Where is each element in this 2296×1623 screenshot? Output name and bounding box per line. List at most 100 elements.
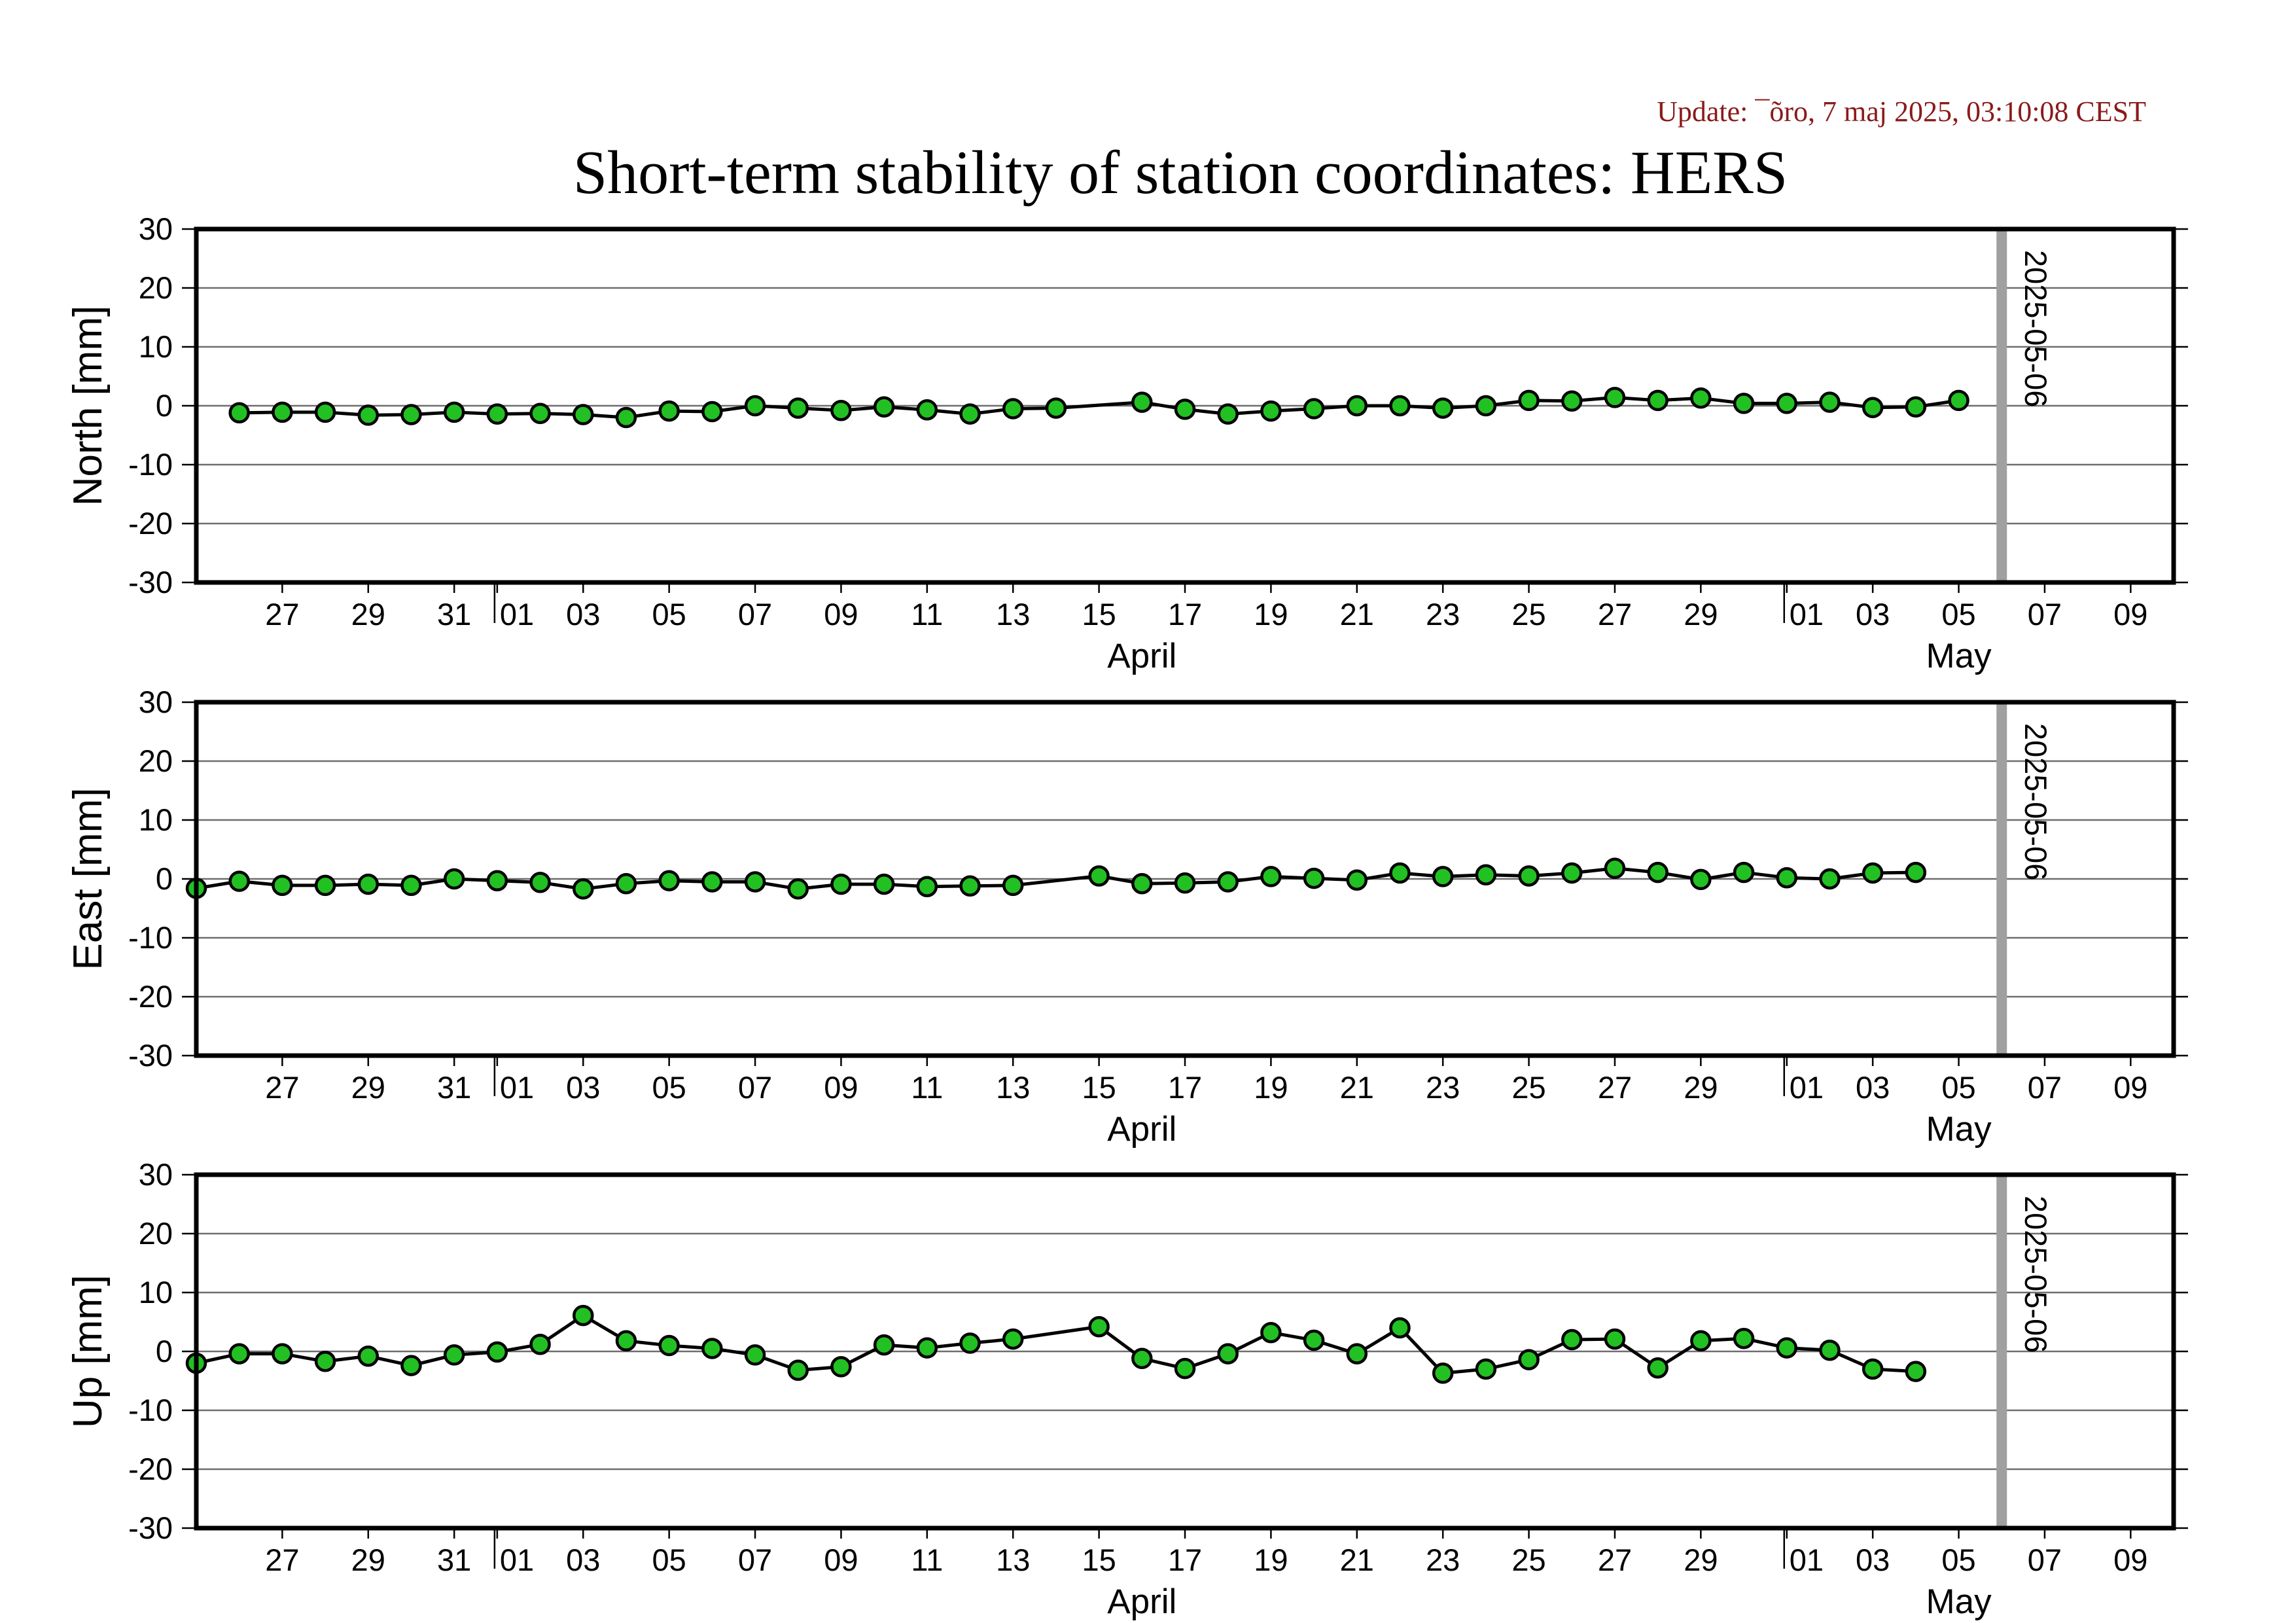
x-tick-label: 29 [1684,597,1718,632]
y-tick-label: -20 [128,506,173,541]
data-point [1217,871,1239,893]
x-tick-label: 05 [652,1543,686,1577]
data-point [615,872,637,895]
data-point [1475,1358,1497,1380]
x-tick-label: 15 [1082,1070,1116,1105]
data-point [1647,861,1669,883]
x-tick-label: 05 [652,1070,686,1105]
data-point [1561,390,1583,412]
y-tick-label: 10 [139,802,173,837]
x-tick-label: 27 [265,1070,299,1105]
y-tick-label: 10 [139,1275,173,1310]
y-tick-label: 30 [139,211,173,246]
data-point [1174,872,1196,894]
x-tick-label: 11 [911,1543,943,1577]
data-point [357,404,380,426]
x-month-label: April [1107,1110,1176,1149]
x-tick-label: 07 [2028,597,2062,632]
data-point [1690,387,1712,409]
y-tick-label: -30 [128,565,173,599]
x-tick-label: 09 [2113,1070,2147,1105]
y-tick-label: 0 [156,1334,173,1368]
data-point [486,403,508,425]
data-point [1647,1357,1669,1379]
y-tick-label: -30 [128,1038,173,1073]
x-tick-label: 09 [824,597,858,632]
x-tick-label: 19 [1254,1543,1288,1577]
data-point [1131,1347,1153,1370]
data-point [529,872,551,893]
data-point [1045,397,1067,419]
data-point [1088,865,1110,887]
data-point [1647,389,1669,412]
series-line [239,395,1959,419]
data-point [1733,1327,1755,1349]
data-point [1432,1363,1454,1384]
data-point [615,1330,637,1352]
data-point [1174,399,1196,420]
x-tick-label: 03 [1856,1070,1890,1105]
data-point [1518,865,1540,887]
data-point [1002,398,1024,419]
data-point [1776,866,1797,889]
panel-3: 30 20 10 0 -10 -20 -30 Up [mm] 27 29 31 01 03 05 07 09 1… [65,1157,2188,1621]
data-point [1905,396,1927,418]
data-point [916,399,938,421]
y-axis-label: North [mm] [65,306,111,507]
x-tick-label: 11 [911,1070,943,1105]
x-tick-label: 07 [2028,1070,2062,1105]
data-point [1002,874,1024,897]
y-tick-label: -20 [128,979,173,1014]
x-tick-label: 13 [996,1070,1030,1105]
x-tick-label: 15 [1082,1543,1116,1577]
x-tick-label: 01 [500,1070,534,1105]
x-tick-label: 31 [437,1070,471,1105]
x-tick-label: 17 [1168,1543,1202,1577]
y-tick-label: -30 [128,1510,173,1545]
x-tick-label: 15 [1082,597,1116,632]
data-point [658,870,680,891]
x-tick-label: 23 [1426,597,1460,632]
data-point [1862,862,1884,884]
data-point [701,401,723,423]
data-point [1217,1343,1239,1364]
x-tick-label: 03 [566,1070,600,1105]
x-tick-label: 19 [1254,1070,1288,1105]
data-point [1389,862,1411,884]
data-point [1862,1358,1884,1380]
data-point [1260,1321,1282,1344]
data-point [573,1304,594,1327]
x-tick-label: 05 [1941,1543,1975,1577]
data-point [1518,389,1540,412]
data-point [1346,869,1368,891]
panel-1: 30 20 10 0 -10 -20 -30 North [mm] 27 29 31 01 03 05 07… [65,211,2188,675]
data-point [787,397,809,419]
x-tick-label: 31 [437,597,471,632]
data-point [1518,1349,1540,1370]
x-tick-label: 09 [824,1070,858,1105]
x-tick-label: 21 [1340,1543,1374,1577]
data-point [830,873,852,895]
data-point [701,871,723,893]
x-tick-label: 29 [351,597,385,632]
panel-frame [194,226,2176,585]
data-point [959,1332,981,1354]
x-tick-label: 01 [1790,1070,1824,1105]
data-point [1260,400,1282,422]
data-point [443,1344,465,1366]
data-point [1475,395,1497,417]
data-point [1862,397,1884,418]
x-tick-label: 17 [1168,1070,1202,1105]
x-tick-label: 09 [2113,597,2147,632]
y-tick-label: -10 [128,920,173,955]
x-tick-label: 23 [1426,1070,1460,1105]
panel-frame [194,700,2176,1058]
date-marker-label: 2025-05-06 [2019,723,2053,880]
series-line [196,1313,1916,1375]
x-tick-label: 05 [1941,1070,1975,1105]
data-point [486,870,508,891]
data-point [529,402,551,424]
data-point [1346,395,1368,417]
x-tick-label: 13 [996,597,1030,632]
